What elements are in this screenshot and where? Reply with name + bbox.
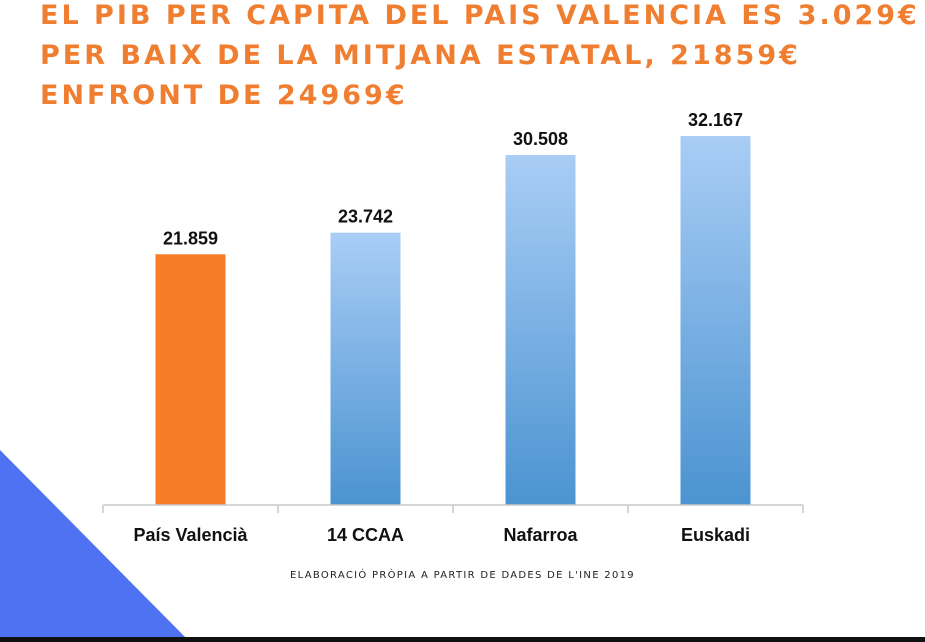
data-label-3: 30.508 [513, 129, 568, 149]
headline-line-3: ENFRONT DE 24969€ [40, 80, 408, 111]
bar-2 [330, 232, 401, 506]
category-label-2: 14 CCAA [327, 525, 404, 545]
headline-line-2: PER BAIX DE LA MITJANA ESTATAL, 21859€ [40, 40, 801, 71]
data-label-2: 23.742 [338, 207, 393, 227]
bar-3 [505, 155, 576, 505]
category-label-4: Euskadi [681, 525, 750, 545]
bottom-rule [0, 637, 925, 642]
bar-4 [680, 136, 751, 506]
category-label-1: País Valencià [133, 525, 248, 545]
headline: EL PIB PER CAPITA DEL PAIS VALENCIA ES 3… [40, 0, 920, 116]
category-label-3: Nafarroa [503, 525, 578, 545]
data-label-4: 32.167 [688, 110, 743, 130]
data-label-1: 21.859 [163, 228, 218, 248]
source-note: ELABORACIÓ PRÒPIA A PARTIR DE DADES DE L… [290, 570, 635, 581]
headline-line-1: EL PIB PER CAPITA DEL PAIS VALENCIA ES 3… [40, 0, 920, 31]
corner-triangle [0, 450, 190, 642]
bar-1 [155, 254, 226, 505]
